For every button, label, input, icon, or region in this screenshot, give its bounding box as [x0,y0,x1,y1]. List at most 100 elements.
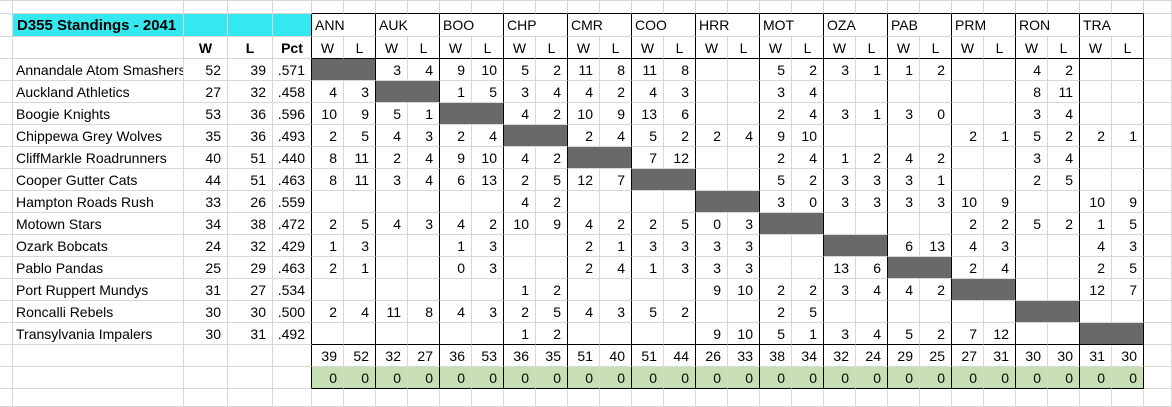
matchup-losses[interactable]: 8 [600,59,632,81]
matchup-wins[interactable]: 2 [568,257,600,279]
total-losses[interactable]: 52 [344,345,376,367]
matchup-wins[interactable]: 5 [760,169,792,191]
matchup-wins[interactable]: 3 [824,191,856,213]
matchup-losses[interactable]: 3 [728,257,760,279]
matchup-losses[interactable]: 3 [728,213,760,235]
zero-cell[interactable]: 0 [856,367,888,389]
total-losses[interactable]: 35 [536,345,568,367]
total-wins[interactable]: 31 [1080,345,1112,367]
team-pct[interactable]: .596 [273,103,312,125]
matchup-wins[interactable]: 12 [568,169,600,191]
total-losses[interactable]: 25 [920,345,952,367]
matchup-losses[interactable]: 5 [1112,213,1144,235]
matchup-wins[interactable]: 2 [568,235,600,257]
matchup-losses[interactable]: 3 [600,301,632,323]
subheader-l[interactable]: L [664,37,696,59]
matchup-wins[interactable]: 2 [1080,125,1112,147]
matchup-losses[interactable]: 1 [408,103,440,125]
matchup-losses[interactable]: 4 [1048,147,1080,169]
team-wins[interactable]: 30 [184,323,228,345]
matchup-losses[interactable]: 3 [664,81,696,103]
team-name[interactable]: Pablo Pandas [13,257,184,279]
team-name[interactable]: Transylvania Impalers [13,323,184,345]
matchup-losses[interactable]: 1 [920,169,952,191]
total-wins[interactable]: 29 [888,345,920,367]
opponent-header-cmr[interactable]: CMR [568,14,632,37]
matchup-wins[interactable]: 3 [1016,103,1048,125]
team-name[interactable]: Port Ruppert Mundys [13,279,184,301]
team-pct[interactable]: .472 [273,213,312,235]
team-wins[interactable]: 52 [184,59,228,81]
team-pct[interactable]: .571 [273,59,312,81]
team-pct[interactable]: .463 [273,257,312,279]
matchup-losses[interactable]: 5 [536,301,568,323]
matchup-losses[interactable]: 4 [856,279,888,301]
matchup-losses[interactable]: 3 [664,235,696,257]
subheader-l[interactable]: L [1048,37,1080,59]
matchup-wins[interactable]: 4 [376,213,408,235]
matchup-wins[interactable]: 10 [568,103,600,125]
subheader-w[interactable]: W [824,37,856,59]
matchup-wins[interactable]: 5 [632,125,664,147]
matchup-wins[interactable]: 4 [1016,59,1048,81]
matchup-losses[interactable]: 9 [344,103,376,125]
matchup-losses[interactable]: 2 [792,59,824,81]
team-wins[interactable]: 30 [184,301,228,323]
matchup-wins[interactable]: 2 [504,301,536,323]
matchup-losses[interactable]: 3 [984,235,1016,257]
zero-cell[interactable]: 0 [472,367,504,389]
matchup-wins[interactable]: 4 [888,147,920,169]
zero-cell[interactable]: 0 [504,367,536,389]
matchup-wins[interactable]: 3 [824,59,856,81]
matchup-wins[interactable]: 5 [376,103,408,125]
matchup-losses[interactable]: 4 [856,323,888,345]
matchup-losses[interactable]: 7 [1112,279,1144,301]
matchup-wins[interactable]: 3 [824,279,856,301]
matchup-wins[interactable]: 5 [1016,213,1048,235]
matchup-losses[interactable]: 9 [1112,191,1144,213]
zero-cell[interactable]: 0 [1080,367,1112,389]
total-losses[interactable]: 30 [1048,345,1080,367]
matchup-losses[interactable]: 2 [536,279,568,301]
team-name[interactable]: Ozark Bobcats [13,235,184,257]
matchup-losses[interactable]: 8 [408,301,440,323]
matchup-losses[interactable]: 3 [728,235,760,257]
matchup-losses[interactable]: 2 [920,147,952,169]
matchup-losses[interactable]: 3 [472,301,504,323]
matchup-wins[interactable]: 7 [632,147,664,169]
matchup-losses[interactable]: 2 [536,191,568,213]
matchup-losses[interactable]: 2 [472,213,504,235]
matchup-wins[interactable]: 11 [376,301,408,323]
matchup-losses[interactable]: 4 [792,147,824,169]
matchup-wins[interactable]: 2 [312,257,344,279]
matchup-wins[interactable]: 5 [1016,125,1048,147]
total-wins[interactable]: 32 [824,345,856,367]
matchup-losses[interactable]: 8 [664,59,696,81]
matchup-losses[interactable]: 2 [536,103,568,125]
matchup-losses[interactable]: 4 [984,257,1016,279]
matchup-wins[interactable]: 6 [440,169,472,191]
total-losses[interactable]: 24 [856,345,888,367]
matchup-wins[interactable]: 9 [440,147,472,169]
matchup-losses[interactable]: 2 [536,323,568,345]
matchup-losses[interactable]: 2 [600,213,632,235]
zero-cell[interactable]: 0 [408,367,440,389]
matchup-losses[interactable]: 9 [984,191,1016,213]
team-losses[interactable]: 51 [228,147,273,169]
matchup-wins[interactable]: 2 [504,169,536,191]
matchup-wins[interactable]: 4 [632,81,664,103]
zero-cell[interactable]: 0 [344,367,376,389]
zero-cell[interactable]: 0 [312,367,344,389]
matchup-wins[interactable]: 3 [696,235,728,257]
matchup-losses[interactable]: 4 [792,103,824,125]
matchup-losses[interactable]: 7 [600,169,632,191]
matchup-losses[interactable]: 4 [792,81,824,103]
matchup-losses[interactable]: 5 [536,169,568,191]
matchup-losses[interactable]: 1 [856,59,888,81]
matchup-losses[interactable]: 4 [408,59,440,81]
opponent-header-ann[interactable]: ANN [312,14,376,37]
matchup-losses[interactable]: 5 [344,125,376,147]
matchup-wins[interactable]: 2 [312,213,344,235]
total-wins[interactable]: 51 [568,345,600,367]
opponent-header-boo[interactable]: BOO [440,14,504,37]
